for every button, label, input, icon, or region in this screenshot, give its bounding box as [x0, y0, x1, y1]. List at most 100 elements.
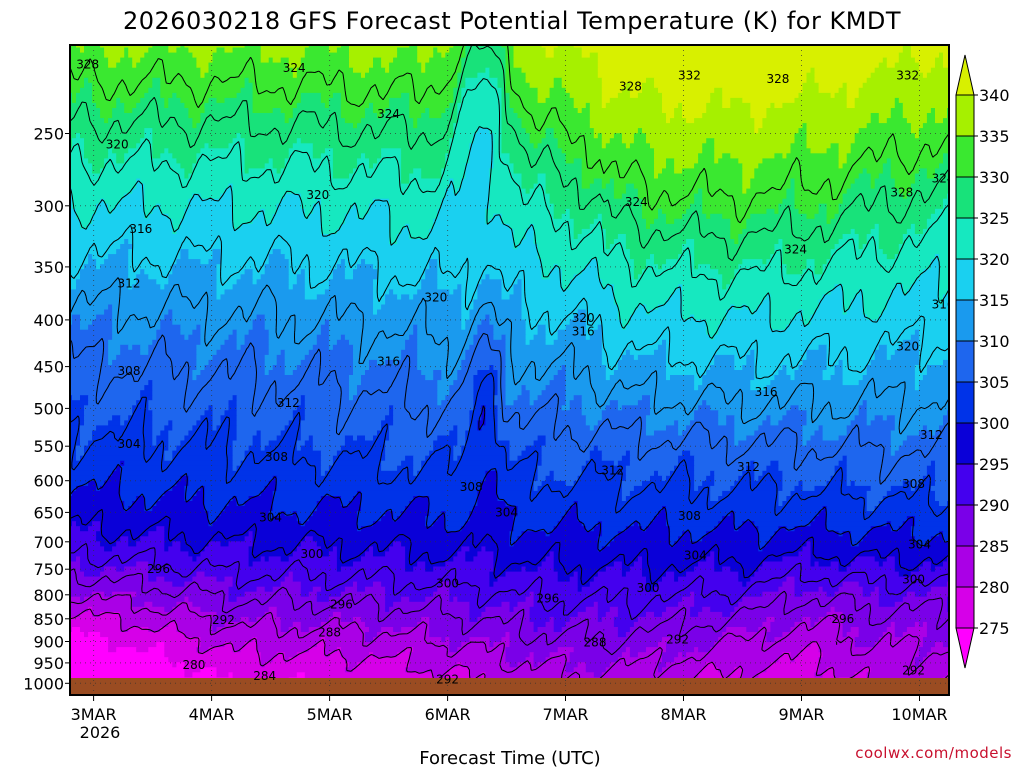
field-cell [349, 395, 354, 401]
field-cell [457, 375, 474, 381]
field-cell [513, 45, 543, 49]
field-cell [256, 642, 318, 648]
field-cell [453, 128, 478, 134]
field-cell [232, 647, 242, 653]
field-cell [658, 581, 743, 588]
field-cell [629, 455, 679, 462]
field-cell [236, 405, 298, 411]
field-cell [312, 148, 326, 154]
field-cell [72, 198, 101, 205]
field-cell [810, 541, 852, 547]
field-cell [461, 546, 470, 552]
field-cell [585, 460, 615, 467]
field-cell [385, 67, 390, 74]
field-cell [790, 319, 804, 326]
field-cell [421, 113, 430, 119]
contour-label: 328 [76, 57, 99, 71]
field-cell [457, 108, 503, 114]
field-cell [120, 415, 129, 421]
field-cell [340, 566, 406, 573]
field-cell [112, 208, 145, 215]
field-cell [401, 460, 414, 467]
field-cell [373, 264, 430, 270]
colorbar-segment [955, 545, 975, 588]
field-cell [405, 339, 418, 346]
field-cell [373, 57, 382, 64]
field-cell [581, 108, 591, 114]
field-cell [814, 485, 872, 492]
field-cell [762, 591, 796, 598]
contour-label: 324 [625, 195, 648, 209]
field-cell [429, 511, 442, 517]
field-cell [922, 657, 949, 663]
field-cell [481, 279, 503, 285]
field-cell [834, 672, 856, 678]
field-cell [320, 551, 330, 557]
field-cell [521, 123, 591, 129]
contour-label-text: 328 [766, 72, 789, 86]
field-cell [918, 541, 928, 547]
field-cell [842, 82, 848, 89]
field-cell [593, 218, 603, 225]
field-cell [750, 460, 755, 467]
field-cell [597, 445, 892, 452]
field-cell [629, 254, 651, 260]
field-cell [441, 370, 458, 376]
field-cell [385, 359, 394, 366]
field-cell [353, 274, 378, 280]
field-cell [296, 672, 306, 678]
field-cell [810, 551, 949, 557]
field-cell [344, 218, 390, 225]
field-cell [943, 561, 949, 568]
field-cell [70, 506, 125, 512]
field-cell [393, 601, 470, 608]
field-cell [212, 52, 262, 59]
field-cell [770, 319, 792, 326]
field-cell [409, 92, 454, 99]
field-cell [601, 526, 627, 532]
field-cell [686, 571, 739, 578]
field-cell [469, 546, 482, 552]
field-cell [244, 153, 290, 159]
field-cell [674, 218, 731, 225]
field-cell [682, 450, 691, 457]
field-cell [453, 178, 462, 185]
field-cell [698, 153, 715, 159]
field-cell [413, 566, 426, 573]
field-cell [722, 319, 771, 326]
field-cell [577, 586, 583, 593]
field-cell [425, 561, 446, 568]
field-cell [196, 57, 214, 64]
field-cell [453, 123, 503, 129]
field-cell [818, 425, 824, 431]
field-cell [589, 123, 755, 129]
field-cell [509, 541, 515, 547]
field-cell [613, 284, 679, 290]
field-cell [802, 616, 812, 623]
field-cell [70, 380, 149, 386]
field-cell [425, 67, 462, 74]
field-cell [70, 349, 109, 356]
field-cell [361, 506, 406, 512]
field-cell [208, 143, 230, 149]
contour-332 [70, 45, 949, 224]
field-cell [457, 425, 470, 431]
field-cell [798, 208, 820, 215]
field-cell [469, 410, 482, 416]
field-cell [168, 430, 189, 437]
colorbar-segment [955, 381, 975, 424]
field-cell [854, 642, 876, 648]
field-cell [722, 274, 735, 280]
field-cell [621, 566, 631, 573]
field-cell [152, 138, 234, 144]
field-cell [509, 223, 531, 230]
field-cell [188, 596, 230, 603]
field-cell [621, 571, 627, 578]
field-cell [497, 435, 539, 442]
field-cell [549, 269, 563, 275]
field-cell [168, 45, 181, 49]
field-cell [613, 183, 627, 190]
field-cell [509, 632, 619, 638]
field-cell [918, 380, 949, 386]
field-cell [838, 143, 852, 149]
